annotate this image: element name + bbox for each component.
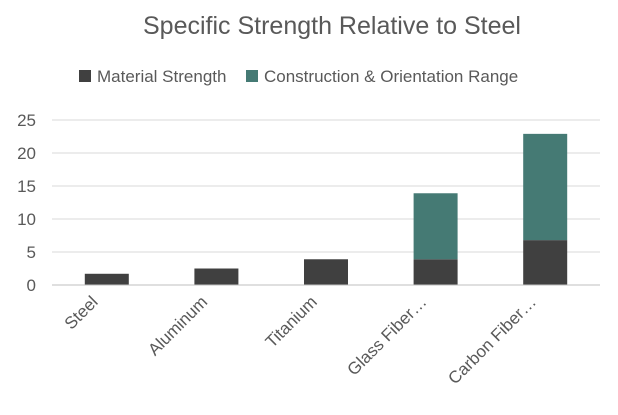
bars bbox=[84, 133, 568, 285]
legend: Material Strength Construction & Orienta… bbox=[79, 67, 518, 86]
x-tick-label-titanium: Titanium bbox=[262, 292, 321, 351]
bar-titanium-material-strength bbox=[304, 259, 348, 285]
y-tick-label-15: 15 bbox=[17, 177, 36, 196]
bar-glass-fiber-material-strength bbox=[413, 259, 458, 285]
bar-carbon-fiber-material-strength bbox=[523, 240, 568, 285]
y-axis-ticks: 0 5 10 15 20 25 bbox=[17, 111, 36, 295]
y-tick-label-10: 10 bbox=[17, 210, 36, 229]
y-tick-label-25: 25 bbox=[17, 111, 36, 130]
bar-carbon-fiber-construction-orientation-range bbox=[523, 133, 568, 241]
legend-label-construction-orientation-range: Construction & Orientation Range bbox=[264, 67, 518, 86]
legend-swatch-material-strength bbox=[79, 70, 91, 82]
bar-glass-fiber-construction-orientation-range bbox=[413, 193, 458, 260]
chart-title: Specific Strength Relative to Steel bbox=[143, 12, 521, 40]
legend-swatch-construction-orientation-range bbox=[246, 70, 258, 82]
bar-aluminum-material-strength bbox=[194, 268, 239, 285]
y-tick-label-0: 0 bbox=[27, 276, 36, 295]
gridlines bbox=[52, 119, 600, 253]
x-tick-label-glass-fiber: Glass Fiber… bbox=[344, 292, 431, 379]
legend-label-material-strength: Material Strength bbox=[97, 67, 226, 86]
y-tick-label-20: 20 bbox=[17, 144, 36, 163]
x-axis-labels: Steel Aluminum Titanium Glass Fiber… Carbon … bbox=[61, 292, 540, 388]
bar-steel-material-strength bbox=[84, 273, 129, 285]
y-tick-label-5: 5 bbox=[27, 243, 36, 262]
x-tick-label-aluminum: Aluminum bbox=[144, 292, 211, 359]
x-tick-label-steel: Steel bbox=[61, 292, 102, 333]
x-tick-label-carbon-fiber: Carbon Fiber… bbox=[444, 292, 540, 388]
